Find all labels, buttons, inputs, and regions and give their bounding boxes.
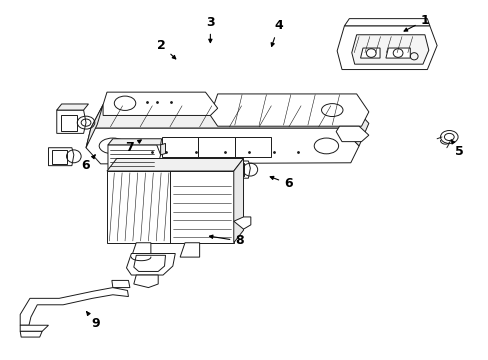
- Polygon shape: [107, 158, 243, 171]
- Polygon shape: [57, 110, 86, 134]
- Text: 6: 6: [81, 155, 95, 172]
- Polygon shape: [233, 158, 243, 243]
- Text: 8: 8: [209, 234, 244, 247]
- Polygon shape: [86, 128, 358, 164]
- Text: 4: 4: [270, 19, 283, 46]
- Polygon shape: [210, 94, 368, 126]
- Text: 1: 1: [403, 14, 428, 31]
- Polygon shape: [234, 137, 271, 157]
- Text: 3: 3: [205, 16, 214, 42]
- Text: 2: 2: [157, 39, 175, 59]
- Polygon shape: [112, 280, 130, 288]
- Polygon shape: [161, 137, 198, 157]
- Polygon shape: [20, 331, 42, 337]
- Polygon shape: [48, 148, 74, 166]
- Text: 6: 6: [270, 176, 292, 190]
- Polygon shape: [351, 35, 428, 64]
- Polygon shape: [52, 150, 67, 163]
- Polygon shape: [86, 105, 103, 148]
- Polygon shape: [180, 243, 199, 257]
- Polygon shape: [134, 275, 158, 288]
- Polygon shape: [134, 255, 165, 271]
- Text: 5: 5: [450, 140, 463, 158]
- Polygon shape: [360, 48, 379, 58]
- Polygon shape: [108, 139, 161, 145]
- Polygon shape: [233, 217, 250, 229]
- Polygon shape: [336, 26, 436, 69]
- Polygon shape: [103, 92, 217, 116]
- Polygon shape: [20, 325, 48, 331]
- Polygon shape: [341, 105, 368, 146]
- Polygon shape: [160, 143, 165, 155]
- Polygon shape: [61, 115, 77, 131]
- Polygon shape: [91, 105, 351, 128]
- Polygon shape: [57, 104, 88, 110]
- Polygon shape: [20, 288, 128, 325]
- Text: 9: 9: [86, 312, 100, 330]
- Polygon shape: [198, 137, 234, 157]
- Polygon shape: [107, 171, 233, 243]
- Polygon shape: [344, 19, 429, 26]
- Polygon shape: [131, 243, 151, 257]
- Polygon shape: [108, 145, 160, 169]
- Polygon shape: [335, 126, 368, 141]
- Polygon shape: [224, 161, 250, 178]
- Polygon shape: [227, 163, 244, 176]
- Text: 7: 7: [125, 140, 141, 154]
- Polygon shape: [126, 253, 175, 275]
- Polygon shape: [385, 48, 409, 58]
